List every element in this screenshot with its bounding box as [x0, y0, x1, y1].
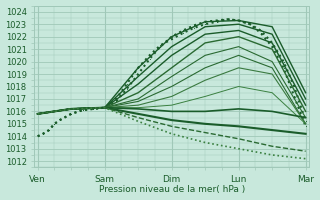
X-axis label: Pression niveau de la mer( hPa ): Pression niveau de la mer( hPa ) [99, 185, 245, 194]
